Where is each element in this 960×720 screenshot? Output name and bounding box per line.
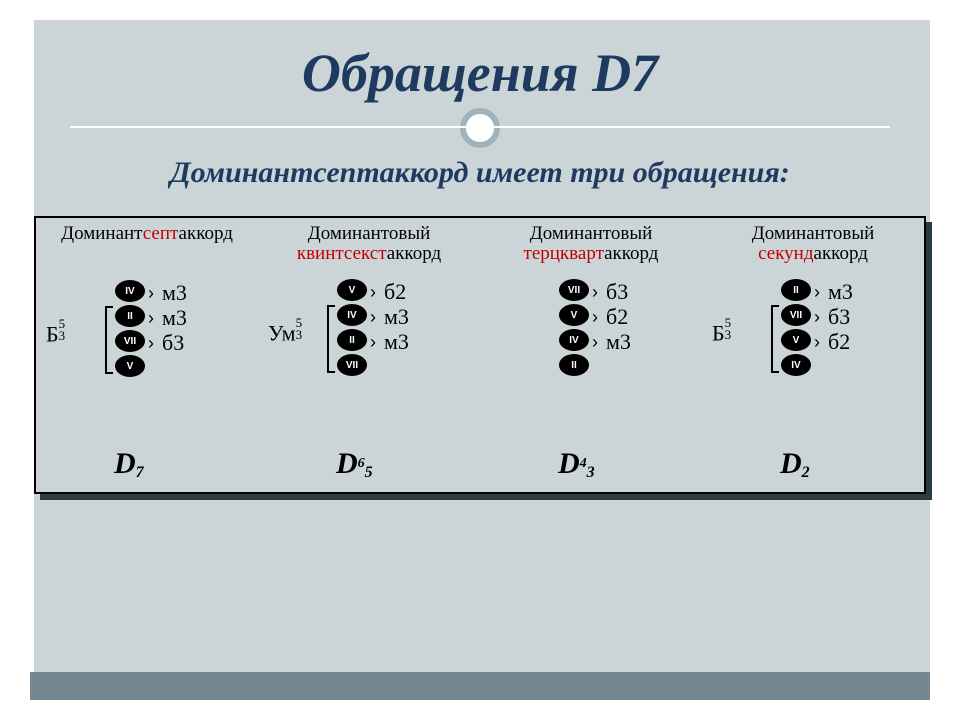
interval-label: б3	[606, 281, 628, 303]
bracket-icon	[771, 305, 779, 373]
interval-label: м3	[384, 331, 409, 353]
chord-column: ДоминантсептаккордIVIIVIIV›м3›м3›б3Б53D7	[36, 218, 258, 492]
note-oval: IV	[115, 280, 145, 302]
chord-column: ДоминантовыйквинтсекстаккордVIVIIVII›б2›…	[258, 218, 480, 492]
interval-label: м3	[162, 282, 187, 304]
subtitle: Доминантсептаккорд имеет три обращения:	[30, 128, 930, 210]
bracket-icon	[327, 305, 335, 373]
note-oval: IV	[781, 354, 811, 376]
bracket-label: Б53	[712, 317, 731, 345]
chord-label: Доминантсептаккорд	[38, 224, 256, 267]
footer-bar	[30, 672, 930, 700]
diagram-box-wrap: ДоминантсептаккордIVIIVIIV›м3›м3›б3Б53D7…	[34, 216, 926, 494]
note-oval: II	[337, 329, 367, 351]
interval-label: м3	[828, 281, 853, 303]
interval-label: б2	[828, 331, 850, 353]
interval-label: б2	[606, 306, 628, 328]
note-oval: II	[781, 279, 811, 301]
arrow-icon: ›	[370, 308, 376, 326]
arrow-icon: ›	[814, 283, 820, 301]
arrow-icon: ›	[148, 284, 154, 302]
bracket-label: Б53	[46, 318, 65, 346]
bracket-label: Ум53	[268, 317, 302, 345]
interval-label: м3	[384, 306, 409, 328]
slide: Обращения D7 Доминантсептаккорд имеет тр…	[30, 20, 930, 700]
note-oval: VII	[559, 279, 589, 301]
chord-diagram: IVIIVIIV›м3›м3›б3Б53	[38, 272, 256, 402]
arrow-icon: ›	[592, 308, 598, 326]
chord-symbol: D65	[336, 447, 373, 482]
chord-symbol: D7	[114, 447, 144, 482]
interval-label: м3	[606, 331, 631, 353]
arrow-icon: ›	[592, 333, 598, 351]
chord-diagram: VIVIIVII›б2›м3›м3Ум53	[260, 271, 478, 401]
interval-label: м3	[162, 307, 187, 329]
chord-label: Доминантовыйсекундаккорд	[704, 224, 922, 266]
note-oval: II	[115, 305, 145, 327]
arrow-icon: ›	[592, 283, 598, 301]
note-oval: IV	[337, 304, 367, 326]
note-oval: VII	[337, 354, 367, 376]
interval-label: б3	[162, 332, 184, 354]
arrow-icon: ›	[370, 333, 376, 351]
page-title: Обращения D7	[30, 20, 930, 112]
arrow-icon: ›	[814, 308, 820, 326]
chord-column: ДоминантовыйтерцквартаккордVIIVIVII›б3›б…	[480, 218, 702, 492]
chord-symbol: D43	[558, 447, 595, 482]
chord-diagram: VIIVIVII›б3›б2›м3	[482, 271, 700, 401]
interval-label: б3	[828, 306, 850, 328]
note-oval: VII	[115, 330, 145, 352]
note-oval: IV	[559, 329, 589, 351]
chord-label: Доминантовыйквинтсекстаккорд	[260, 224, 478, 266]
note-oval: V	[337, 279, 367, 301]
chord-label: Доминантовыйтерцквартаккорд	[482, 224, 700, 266]
note-oval: V	[559, 304, 589, 326]
interval-label: б2	[384, 281, 406, 303]
arrow-icon: ›	[814, 333, 820, 351]
note-oval: V	[781, 329, 811, 351]
note-oval: VII	[781, 304, 811, 326]
diagram-box: ДоминантсептаккордIVIIVIIV›м3›м3›б3Б53D7…	[34, 216, 926, 494]
arrow-icon: ›	[148, 334, 154, 352]
bracket-icon	[105, 306, 113, 374]
chord-column: ДоминантовыйсекундаккордIIVIIVIV›м3›б3›б…	[702, 218, 924, 492]
arrow-icon: ›	[370, 283, 376, 301]
arrow-icon: ›	[148, 309, 154, 327]
chord-diagram: IIVIIVIV›м3›б3›б2Б53	[704, 271, 922, 401]
note-oval: II	[559, 354, 589, 376]
chord-symbol: D2	[780, 447, 810, 482]
note-oval: V	[115, 355, 145, 377]
